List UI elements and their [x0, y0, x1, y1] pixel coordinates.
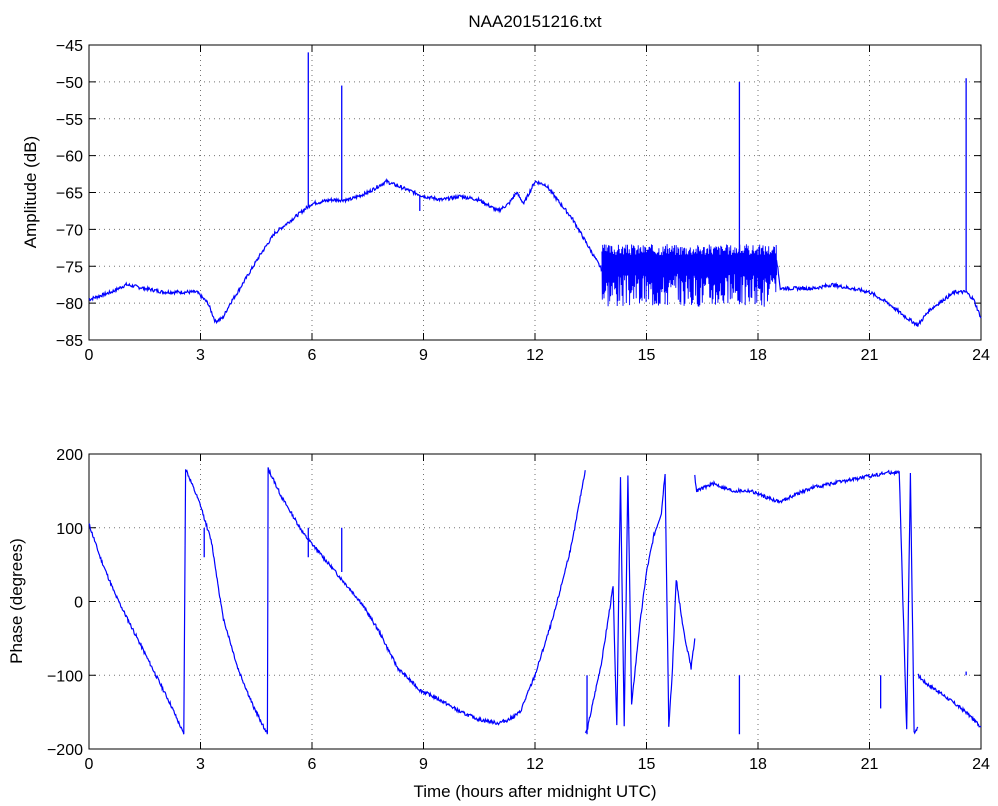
amplitude-ytick-label: −85: [56, 333, 83, 350]
amplitude-xtick-label: 12: [526, 347, 544, 364]
amplitude-ytick-label: −80: [56, 296, 83, 313]
amplitude-ytick-label: −60: [56, 149, 83, 166]
phase-xtick-label: 18: [749, 756, 767, 773]
amplitude-noise-band: [601, 244, 778, 307]
amplitude-xtick-label: 18: [749, 347, 767, 364]
phase-xtick-label: 15: [638, 756, 656, 773]
phase-ytick-label: 100: [56, 521, 83, 538]
phase-panel: 0 3 6 9 12 15 18 21 24 −200 −100 0 100 200 Phase (deg…: [7, 447, 990, 801]
phase-series-segment: [183, 469, 268, 735]
phase-xtick-label: 3: [196, 756, 205, 773]
phase-ylabel: Phase (degrees): [7, 538, 26, 664]
phase-ytick-label: −100: [47, 668, 83, 685]
phase-xtick-label: 21: [861, 756, 879, 773]
amplitude-ytick-label: −55: [56, 112, 83, 129]
amplitude-ytick-label: −65: [56, 186, 83, 203]
phase-series-segment: [917, 673, 982, 728]
phase-series-segment: [694, 469, 919, 735]
amplitude-panel: 0 3 6 9 12 15 18 21 24 −85 −80 −75 −70 −65 −60 −55 −50 −4…: [21, 38, 990, 364]
phase-xtick-label: 0: [85, 756, 94, 773]
amplitude-ytick-label: −50: [56, 75, 83, 92]
phase-ytick-label: 0: [74, 595, 83, 612]
amplitude-ytick-label: −70: [56, 222, 83, 239]
amplitude-ylabel: Amplitude (dB): [21, 136, 40, 248]
phase-xtick-label: 12: [526, 756, 544, 773]
phase-ticks: 0 3 6 9 12 15 18 21 24 −200 −100 0 100 200: [47, 447, 990, 773]
phase-series-segment: [668, 580, 696, 726]
amplitude-ytick-label: −75: [56, 259, 83, 276]
amplitude-xtick-label: 15: [638, 347, 656, 364]
amplitude-ytick-label: −45: [56, 38, 83, 55]
phase-xtick-label: 9: [419, 756, 428, 773]
phase-series: [88, 467, 982, 735]
amplitude-ticks: 0 3 6 9 12 15 18 21 24 −85 −80 −75 −70 −65 −60 −55 −50 −4…: [56, 38, 990, 364]
amplitude-xtick-label: 24: [972, 347, 990, 364]
phase-series-segment: [88, 523, 185, 735]
amplitude-xtick-label: 0: [85, 347, 94, 364]
phase-ytick-label: −200: [47, 742, 83, 759]
phase-xtick-label: 6: [308, 756, 317, 773]
phase-xtick-label: 24: [972, 756, 990, 773]
phase-series-segment: [584, 473, 670, 734]
phase-ytick-label: 200: [56, 447, 83, 464]
amplitude-series: [88, 52, 982, 327]
amplitude-xtick-label: 9: [419, 347, 428, 364]
amplitude-series-line: [88, 178, 982, 327]
amplitude-xtick-label: 3: [196, 347, 205, 364]
phase-series-segment: [266, 467, 586, 734]
amplitude-xtick-label: 21: [861, 347, 879, 364]
phase-xlabel: Time (hours after midnight UTC): [413, 782, 656, 801]
amplitude-xtick-label: 6: [308, 347, 317, 364]
figure-title: NAA20151216.txt: [468, 12, 602, 31]
